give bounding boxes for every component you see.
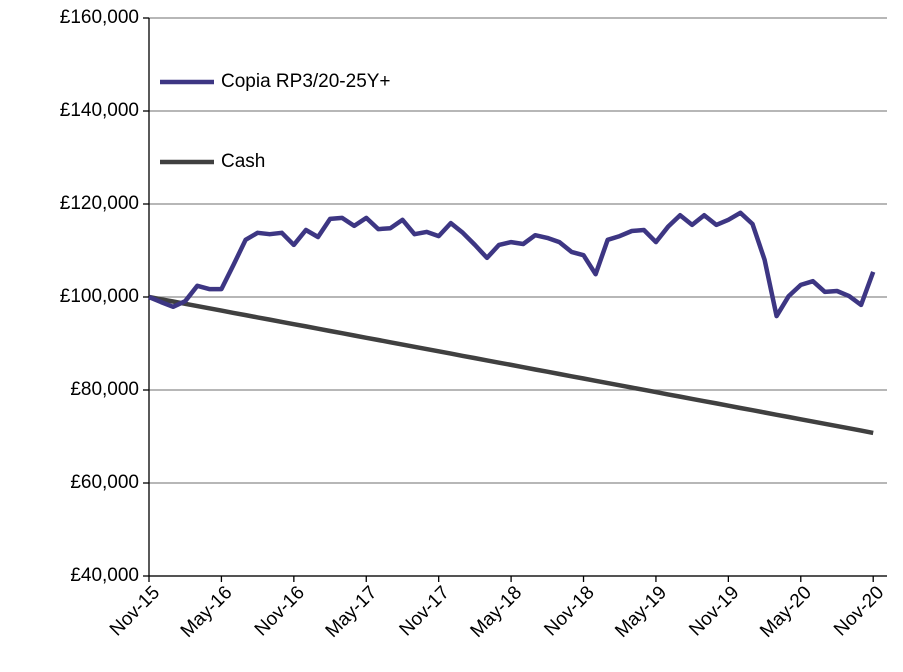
x-tick-label: Nov-20 xyxy=(830,582,888,640)
legend-label: Copia RP3/20-25Y+ xyxy=(221,71,391,92)
y-tick-label: £80,000 xyxy=(70,379,139,400)
series-line xyxy=(148,294,874,436)
x-tick-label: May-16 xyxy=(177,582,237,642)
x-tick-label: Nov-15 xyxy=(106,582,164,640)
x-tick-label: Nov-18 xyxy=(540,582,598,640)
x-tick-label: May-20 xyxy=(756,582,816,642)
series-line xyxy=(148,210,876,319)
x-tick-label: Nov-19 xyxy=(685,582,743,640)
x-tick-label: May-19 xyxy=(611,582,671,642)
x-tick-label: Nov-17 xyxy=(396,582,454,640)
y-tick-label: £140,000 xyxy=(60,100,139,121)
y-tick-label: £100,000 xyxy=(60,286,139,307)
legend-label: Cash xyxy=(221,151,265,172)
x-tick-label: May-18 xyxy=(467,582,527,642)
y-tick-label: £160,000 xyxy=(60,7,139,28)
y-tick-label: £60,000 xyxy=(70,472,139,493)
y-tick-label: £40,000 xyxy=(70,565,139,586)
y-tick-label: £120,000 xyxy=(60,193,139,214)
x-tick-label: May-17 xyxy=(322,582,382,642)
x-tick-label: Nov-16 xyxy=(251,582,309,640)
